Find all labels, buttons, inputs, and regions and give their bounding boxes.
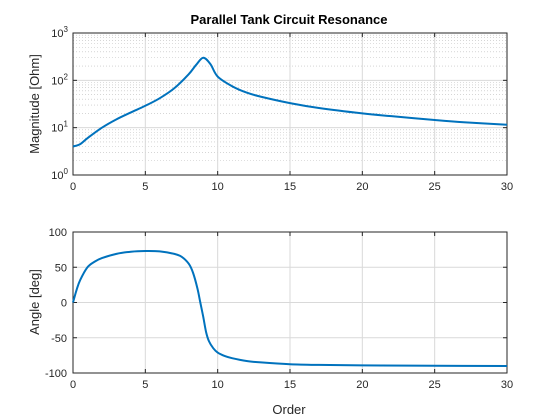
x-tick-label: 15 — [284, 379, 296, 391]
y-tick-label: 103 — [51, 25, 68, 40]
x-tick-label: 25 — [429, 181, 441, 193]
x-tick-label: 0 — [70, 379, 76, 391]
x-tick-label: 5 — [142, 379, 148, 391]
angle-axes: 0 5 10 15 20 25 30 -100 -50 0 50 100 — [45, 227, 513, 391]
y-tick-label: 0 — [61, 298, 67, 310]
angle-ylabel: Angle [deg] — [27, 269, 42, 335]
x-tick-label: 20 — [356, 181, 368, 193]
x-tick-label: 25 — [429, 379, 441, 391]
x-tick-label: 15 — [284, 181, 296, 193]
x-tick-label: 10 — [212, 181, 224, 193]
magnitude-ylabel: Magnitude [Ohm] — [27, 54, 42, 154]
y-tick-label: 102 — [51, 72, 68, 87]
y-tick-label: 100 — [51, 167, 68, 182]
y-tick-label: 101 — [51, 120, 68, 135]
x-tick-label: 0 — [70, 181, 76, 193]
x-tick-label: 30 — [501, 181, 513, 193]
magnitude-axes: 0 5 10 15 20 25 30 100 101 102 103 — [51, 25, 513, 193]
x-tick-label: 5 — [142, 181, 148, 193]
y-tick-label: -100 — [45, 368, 67, 380]
axes-box — [72, 32, 508, 176]
angle-xlabel: Order — [272, 402, 306, 417]
y-tick-label: -50 — [51, 333, 67, 345]
y-tick-label: 50 — [55, 262, 67, 274]
x-tick-label: 30 — [501, 379, 513, 391]
chart-title: Parallel Tank Circuit Resonance — [191, 12, 388, 27]
y-tick-label: 100 — [49, 227, 67, 239]
series-line — [72, 249, 508, 367]
x-tick-label: 20 — [356, 379, 368, 391]
series-line — [72, 56, 508, 148]
x-tick-label: 10 — [212, 379, 224, 391]
